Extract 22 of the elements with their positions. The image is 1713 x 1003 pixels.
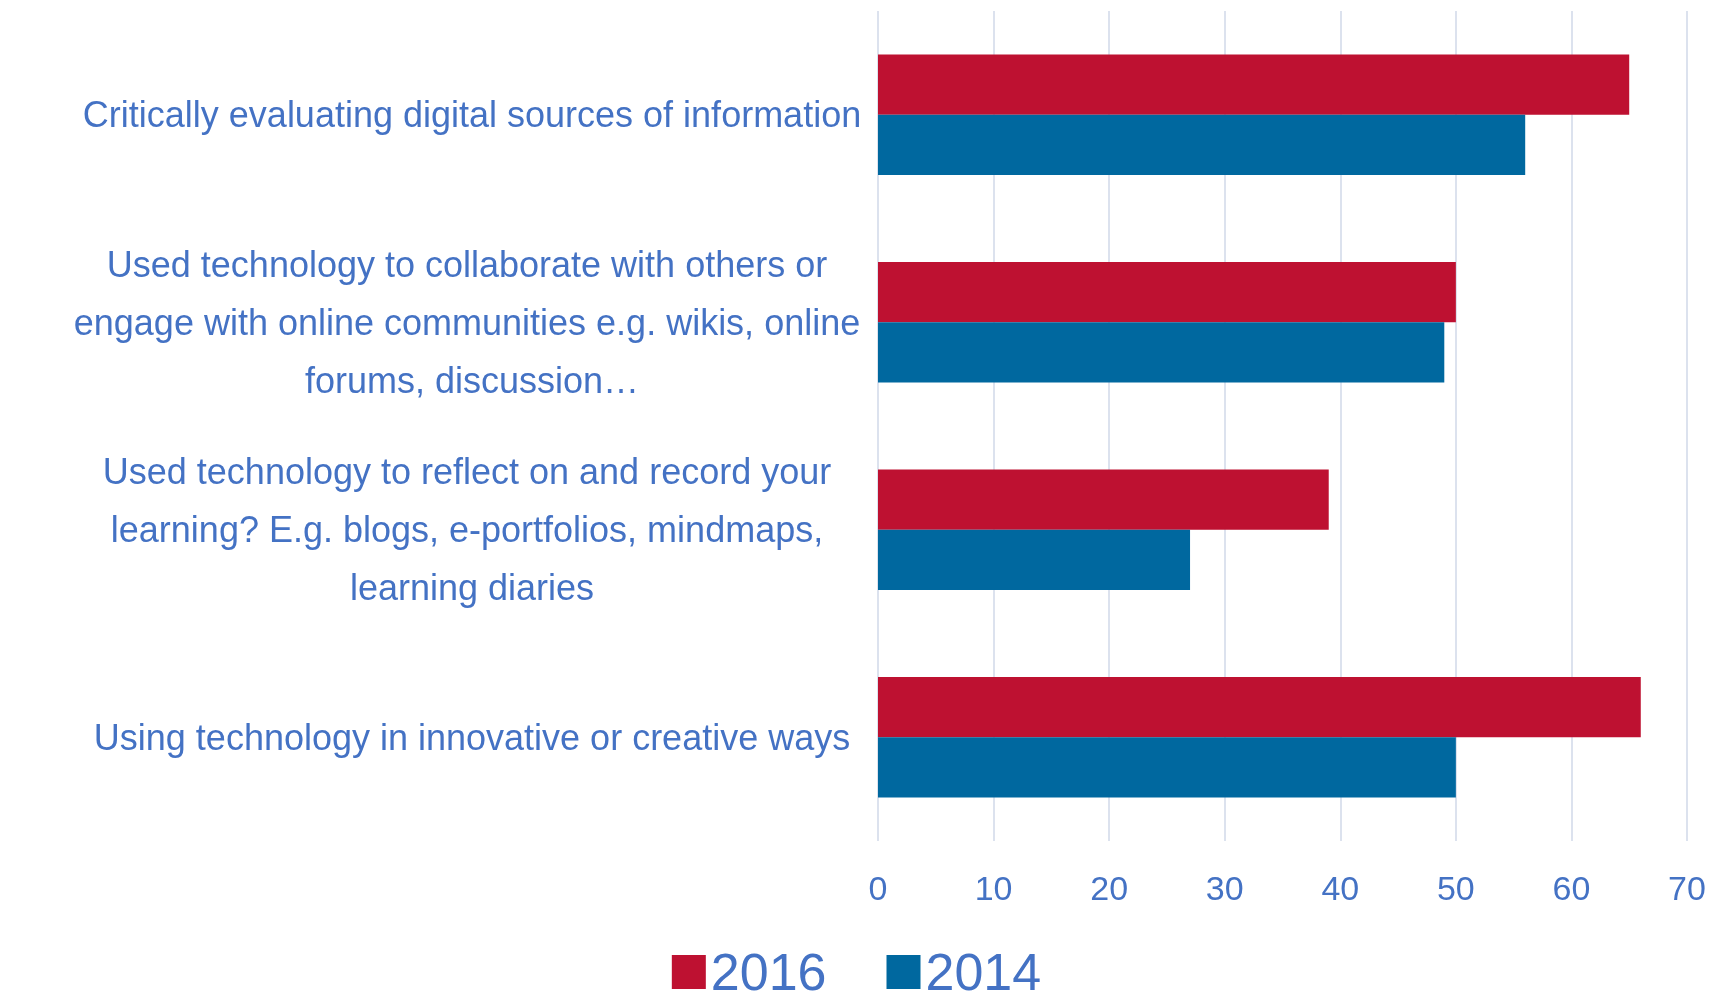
x-tick-label: 10 [974, 869, 1013, 907]
y-tick-label: Critically evaluating digital sources of information [82, 94, 862, 136]
y-tick-label: Used technology to reflect on and record your learning? E.g. blogs, e-portfolios, mindmaps, learning diaries [102, 451, 842, 609]
bar [878, 114, 1526, 175]
x-tick-label: 20 [1090, 869, 1129, 907]
x-tick-label: 0 [868, 869, 888, 907]
y-tick-label: Using technology in innovative or creative ways [93, 716, 851, 758]
x-tick-label: 70 [1668, 869, 1706, 907]
bar [878, 262, 1456, 323]
bar [878, 54, 1630, 115]
bar [878, 529, 1191, 590]
bar [878, 737, 1456, 798]
x-tick-label: 60 [1552, 869, 1591, 907]
bar [878, 322, 1445, 383]
legend-label: 2016 [710, 943, 827, 1001]
x-tick-label: 40 [1321, 869, 1360, 907]
x-tick-label: 50 [1436, 869, 1475, 907]
bar [878, 469, 1329, 530]
x-tick-label: 30 [1205, 869, 1244, 907]
legend-label: 2014 [925, 943, 1042, 1001]
bar [878, 677, 1641, 738]
y-tick-label: Used technology to collaborate with others or engage with online communities e.g. wikis, online forums, discussion… [73, 243, 871, 401]
